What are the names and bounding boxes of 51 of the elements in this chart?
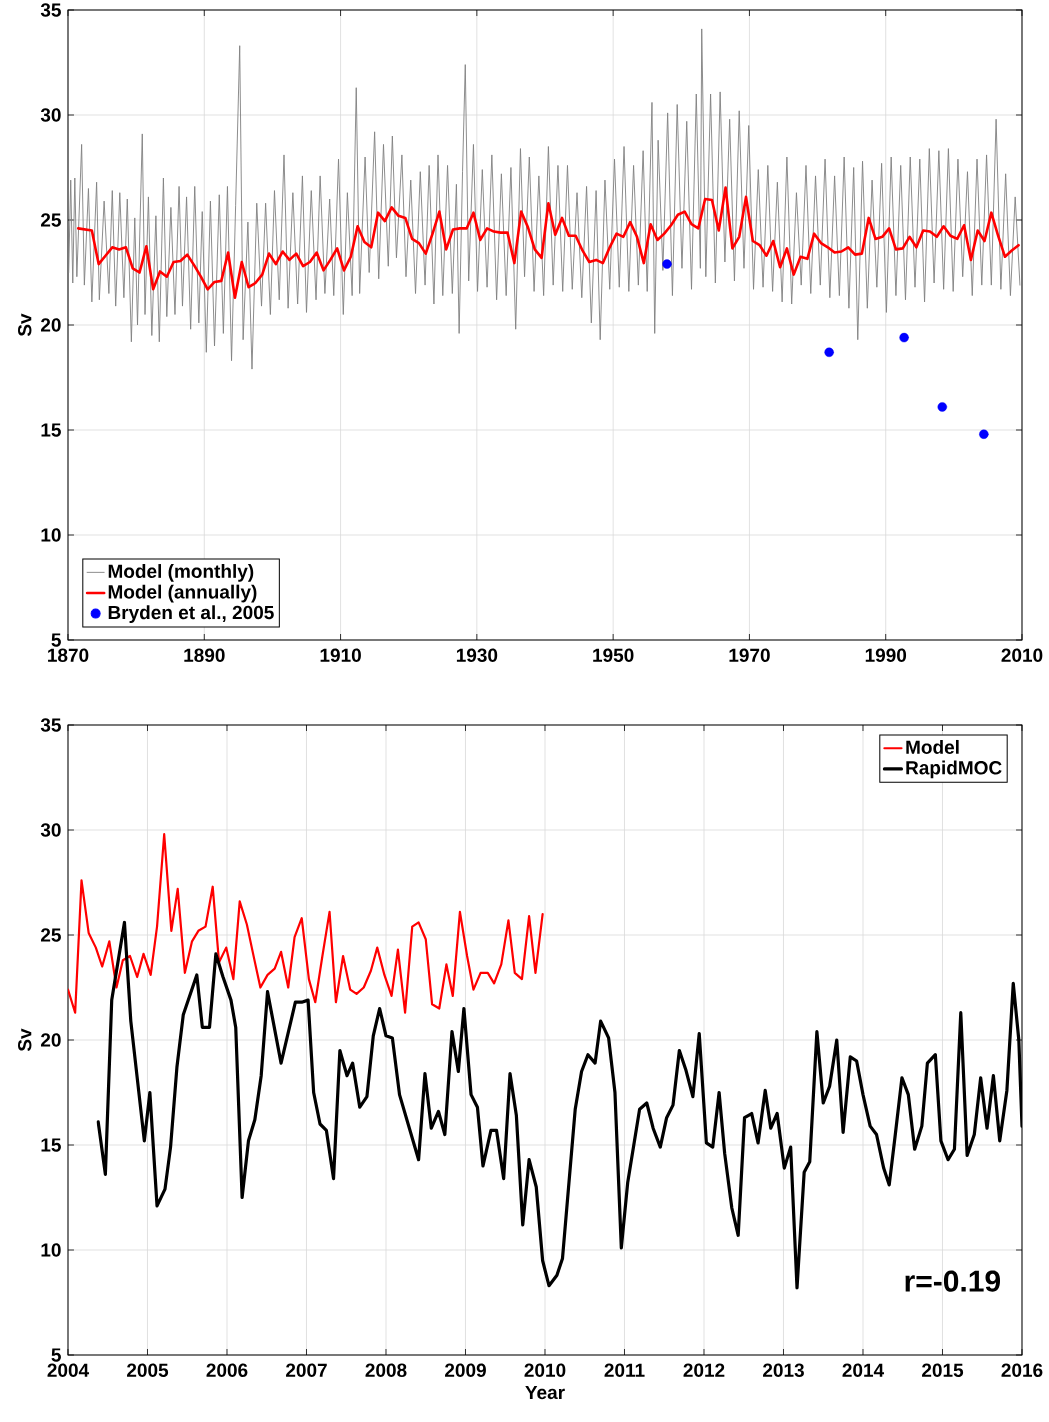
y-tick-label: 35 bbox=[40, 3, 61, 17]
x-tick-label: 2010 bbox=[1001, 648, 1043, 662]
point bbox=[662, 259, 672, 269]
legend-label: Model (monthly) bbox=[108, 564, 254, 582]
x-tick-label: 1970 bbox=[729, 648, 770, 662]
y-tick-label: 30 bbox=[40, 823, 61, 837]
y-tick-label: 25 bbox=[40, 928, 61, 942]
y-tick-label: 15 bbox=[41, 1138, 61, 1152]
x-tick-label: 2014 bbox=[842, 1363, 885, 1377]
x-tick-label: 1890 bbox=[184, 648, 225, 662]
x-tick-label: 1910 bbox=[320, 648, 361, 662]
y-tick-label: 35 bbox=[40, 718, 61, 732]
y-tick-label: 5 bbox=[51, 1348, 61, 1362]
x-tick-label: 2015 bbox=[922, 1363, 964, 1377]
y-tick-label: 10 bbox=[41, 528, 61, 542]
point bbox=[824, 347, 834, 358]
y-tick-label: 30 bbox=[40, 108, 61, 122]
x-tick-label: 2006 bbox=[206, 1363, 248, 1377]
legend-label: RapidMOC bbox=[906, 760, 1002, 779]
line-series bbox=[68, 833, 544, 1014]
legend-label: Model bbox=[906, 739, 959, 754]
line-series bbox=[68, 28, 1021, 370]
point bbox=[899, 332, 909, 343]
x-tick-label: 2009 bbox=[445, 1363, 486, 1377]
x-tick-label: 2005 bbox=[127, 1363, 169, 1377]
x-tick-label: 2007 bbox=[286, 1363, 327, 1377]
x-tick-label: 2004 bbox=[47, 1363, 90, 1377]
point bbox=[979, 429, 989, 439]
y-tick-label: 20 bbox=[40, 1033, 61, 1047]
y-tick-label: 5 bbox=[51, 633, 61, 647]
y-tick-label: 25 bbox=[40, 213, 61, 227]
y-tick-label: 20 bbox=[40, 318, 61, 332]
x-tick-label: 1990 bbox=[865, 648, 907, 662]
x-tick-label: 2008 bbox=[365, 1363, 407, 1377]
x-tick-label: 2016 bbox=[1001, 1363, 1043, 1377]
point bbox=[937, 402, 947, 412]
y-tick-label: 15 bbox=[41, 423, 61, 437]
x-tick-label: 2013 bbox=[763, 1363, 804, 1378]
x-tick-label: 1930 bbox=[456, 648, 498, 663]
x-tick-label: 2012 bbox=[683, 1363, 725, 1377]
y-axis-title: Sv bbox=[18, 1028, 32, 1052]
y-axis-title: Sv bbox=[18, 313, 32, 337]
legend-label: Bryden et al., 2005 bbox=[108, 605, 274, 623]
x-tick-label: 1950 bbox=[593, 648, 634, 662]
x-tick-label: 2011 bbox=[604, 1363, 645, 1377]
legend-label: Model (annually) bbox=[108, 584, 257, 603]
x-axis-title: Year bbox=[525, 1385, 565, 1400]
y-tick-label: 10 bbox=[41, 1243, 61, 1257]
annotation: r=-0.19 bbox=[905, 1270, 1001, 1292]
x-tick-label: 2010 bbox=[524, 1363, 566, 1377]
x-tick-label: 1870 bbox=[48, 648, 89, 662]
